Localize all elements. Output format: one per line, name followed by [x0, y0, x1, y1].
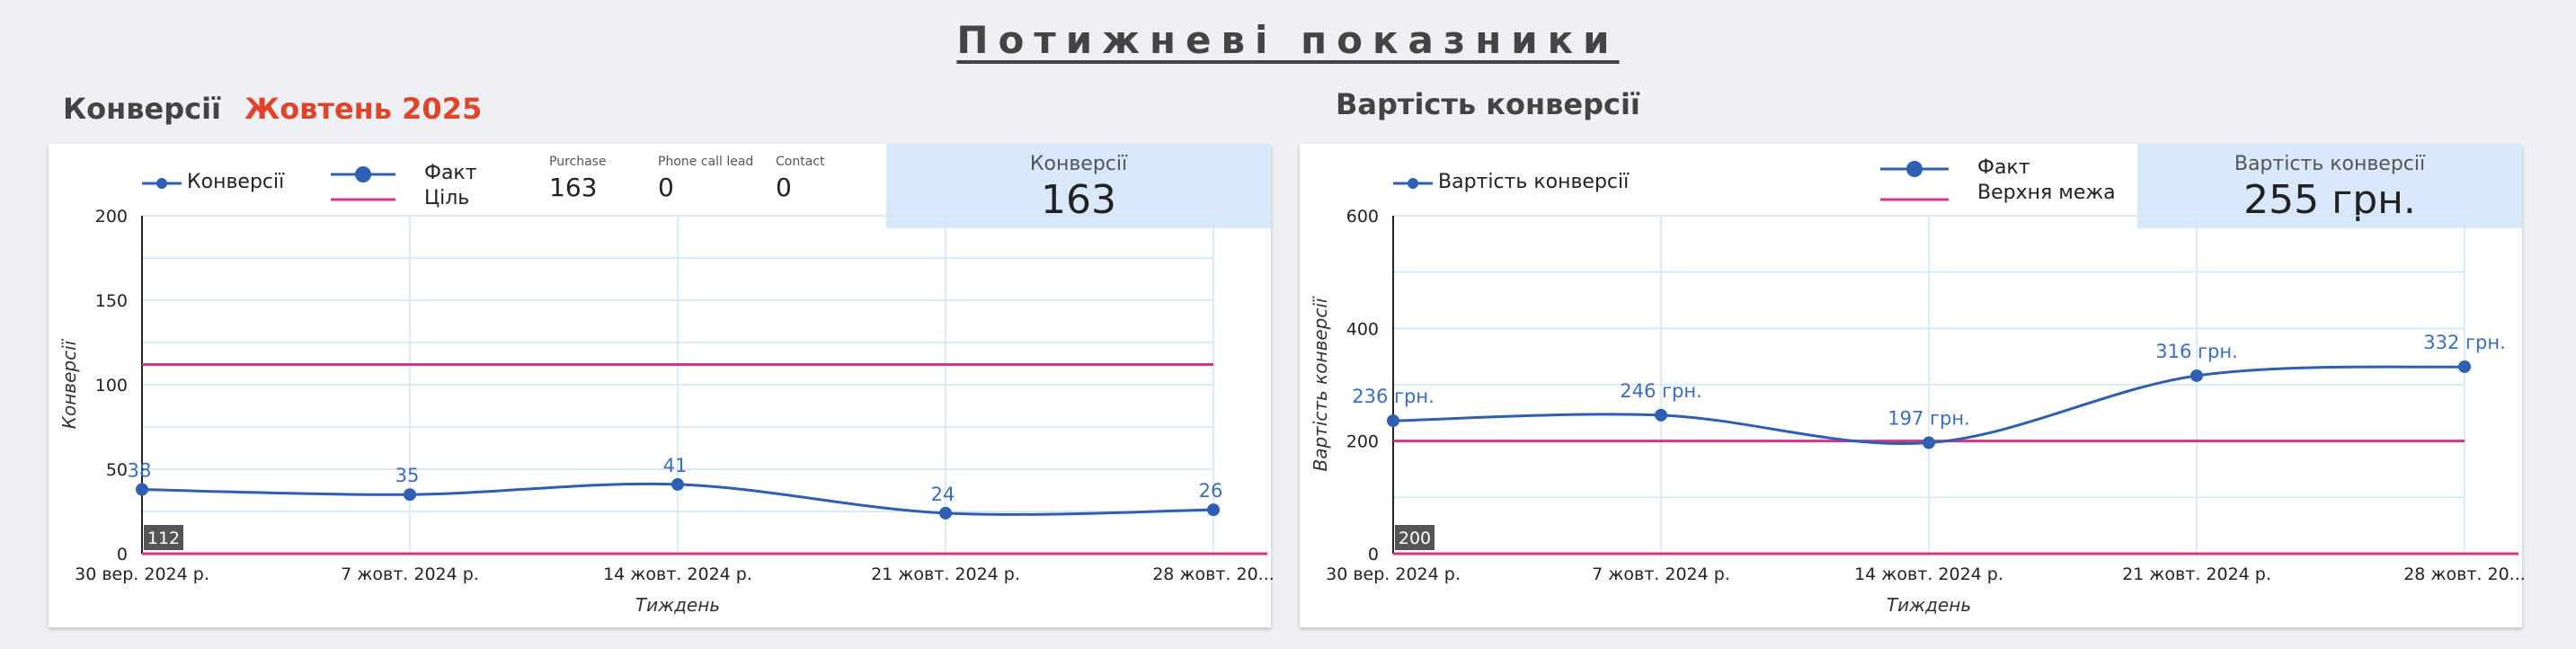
- metric-purchase: Purchase 163: [549, 155, 607, 202]
- series-legend-marker: [142, 178, 182, 189]
- y-axis-title: Конверсії: [58, 338, 80, 429]
- legend-fact-label: Факт: [1977, 156, 2030, 179]
- x-tick-label: 21 жовт. 2024 р.: [2122, 565, 2271, 584]
- metric-contact: Contact 0: [776, 155, 825, 202]
- y-axis-title: Вартість конверсії: [1310, 296, 1331, 471]
- data-label: 246 грн.: [1620, 380, 1702, 402]
- x-tick-label: 7 жовт. 2024 р.: [341, 565, 479, 584]
- page-title: Потижневі показники: [956, 18, 1620, 62]
- x-tick-label: 7 жовт. 2024 р.: [1592, 565, 1730, 584]
- legend-series-label: Конверсії: [187, 171, 285, 193]
- data-label: 197 грн.: [1888, 408, 1970, 430]
- series-legend-marker: [1393, 178, 1433, 189]
- kpi-label: Вартість конверсії: [2234, 153, 2426, 175]
- y-tick-label: 0: [1368, 545, 1379, 565]
- data-point: [1923, 436, 1935, 449]
- left-section-title-text: Конверсії: [63, 92, 222, 126]
- data-point: [2458, 360, 2471, 373]
- period-label: Жовтень 2025: [244, 92, 483, 126]
- data-label: 26: [1199, 480, 1223, 502]
- y-tick-label: 200: [1346, 432, 1379, 452]
- y-tick-label: 50: [106, 460, 128, 480]
- legend-series-label: Вартість конверсії: [1438, 171, 1630, 193]
- metric-phone-call-lead: Phone call lead 0: [658, 155, 754, 202]
- y-tick-label: 600: [1346, 207, 1379, 227]
- y-tick-label: 400: [1346, 319, 1379, 339]
- data-label: 35: [395, 465, 420, 486]
- y-tick-label: 150: [95, 291, 128, 311]
- x-tick-label: 28 жовт. 20...: [2403, 565, 2526, 584]
- data-point: [2190, 369, 2203, 382]
- value-badge-text: 112: [147, 529, 180, 548]
- data-label: 24: [931, 484, 955, 505]
- left-section-title: Конверсії Жовтень 2025: [63, 92, 482, 126]
- data-label: 236 грн.: [1352, 386, 1435, 407]
- y-tick-label: 100: [95, 376, 128, 396]
- kpi-label: Конверсії: [1029, 153, 1128, 175]
- value-badge-text: 200: [1399, 529, 1431, 548]
- data-point: [1207, 503, 1220, 517]
- data-label: 41: [663, 455, 688, 476]
- x-axis-title: Тиждень: [635, 594, 720, 616]
- legend-target-label: Ціль: [424, 187, 470, 209]
- data-label: 332 грн.: [2423, 332, 2506, 353]
- data-point: [671, 477, 684, 491]
- right-section-title: Вартість конверсії: [1336, 87, 1640, 121]
- x-tick-label: 14 жовт. 2024 р.: [1854, 565, 2003, 584]
- x-tick-label: 28 жовт. 20...: [1152, 565, 1275, 584]
- y-tick-label: 200: [95, 207, 128, 227]
- legend-fact-label: Факт: [424, 162, 477, 184]
- x-tick-label: 30 вер. 2024 р.: [1326, 565, 1461, 584]
- x-axis-title: Тиждень: [1887, 594, 1971, 616]
- data-point: [1655, 408, 1667, 422]
- y-tick-label: 0: [117, 545, 128, 565]
- x-tick-label: 30 вер. 2024 р.: [75, 565, 209, 584]
- x-tick-label: 21 жовт. 2024 р.: [871, 565, 1020, 584]
- data-label: 38: [128, 460, 152, 482]
- fact-target-legend-markers: [331, 166, 395, 201]
- fact-limit-legend-markers: [1880, 161, 1949, 201]
- legend-limit-label: Верхня межа: [1977, 182, 2116, 204]
- data-point: [1387, 414, 1399, 428]
- data-point: [136, 483, 148, 496]
- x-tick-label: 14 жовт. 2024 р.: [603, 565, 752, 584]
- value-badge: [144, 525, 183, 550]
- data-label: 316 грн.: [2155, 341, 2238, 362]
- value-badge: [1395, 525, 1435, 550]
- data-point: [404, 488, 416, 502]
- data-point: [939, 506, 952, 520]
